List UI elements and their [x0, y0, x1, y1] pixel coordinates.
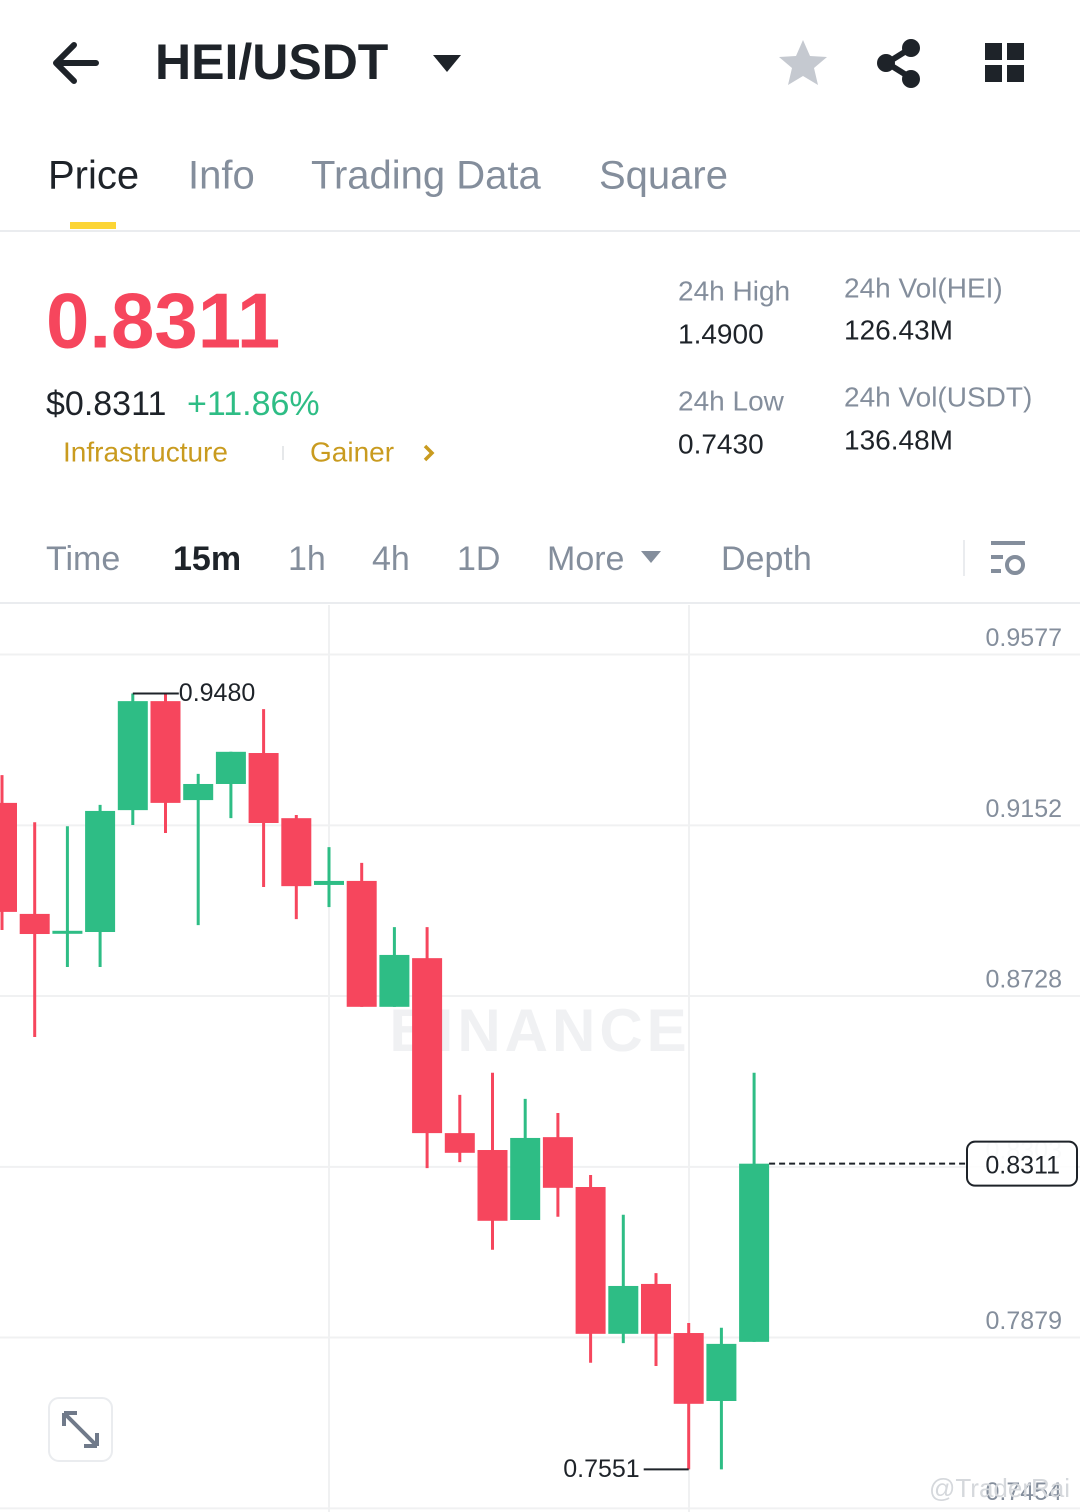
last-price-label: 0.8311	[985, 1151, 1060, 1179]
tag-arrow[interactable]	[423, 444, 435, 462]
candle-body	[673, 1333, 704, 1404]
pair-title[interactable]: HEI/USDT	[155, 34, 388, 90]
y-tick-label: 0.8728	[986, 966, 1062, 994]
candle-body	[117, 701, 148, 811]
usd-price: $0.8311	[46, 385, 166, 423]
interval[interactable]: 15m	[173, 540, 241, 578]
candle-body	[314, 880, 344, 885]
last-price: 0.8311	[46, 277, 280, 365]
candle-body	[85, 810, 116, 933]
last-price-box	[966, 1140, 1078, 1187]
candle-body	[477, 1150, 508, 1221]
candle-body	[150, 701, 181, 803]
y-tick-label: 0.7454	[986, 1478, 1063, 1506]
pair-dropdown[interactable]	[433, 55, 461, 72]
y-tick-label: 0.9577	[986, 624, 1062, 652]
stat-label: 24h Vol(HEI)	[844, 272, 1003, 303]
candle-body	[575, 1187, 606, 1334]
interval[interactable]: 1D	[457, 540, 500, 578]
candle-body	[215, 751, 246, 784]
candle-body	[444, 1133, 475, 1153]
layout-button[interactable]	[985, 43, 1024, 82]
credit: @TraderRai	[929, 1473, 1070, 1503]
tab-indicator	[70, 222, 116, 229]
y-tick-label: 0.7879	[986, 1307, 1062, 1335]
interval[interactable]: Time	[46, 540, 120, 578]
candle-body	[379, 954, 410, 1007]
fullscreen-button[interactable]	[48, 1397, 113, 1462]
share-button[interactable]	[877, 39, 920, 88]
stat-value: 0.7430	[678, 428, 764, 459]
tag[interactable]: Gainer	[310, 436, 394, 467]
candle-body	[412, 958, 443, 1134]
stat-label: 24h High	[678, 275, 790, 306]
candle-body	[248, 753, 279, 824]
candle-body	[52, 930, 83, 934]
stat-label: 24h Vol(USDT)	[844, 381, 1032, 412]
candle-body	[346, 880, 377, 1007]
candle-body	[608, 1285, 639, 1334]
stat-value: 126.43M	[844, 314, 953, 345]
candles	[0, 693, 770, 1470]
price-change: +11.86%	[187, 385, 320, 423]
stat-label: 24h Low	[678, 385, 785, 416]
candle-body	[641, 1283, 671, 1334]
candle-body	[0, 802, 17, 912]
tag[interactable]: Infrastructure	[63, 436, 228, 467]
candle-body	[542, 1137, 573, 1188]
candle-body	[183, 783, 214, 801]
overlay: 0.95770.91520.87280.83030.78790.74540.94…	[132, 624, 1078, 1506]
interval[interactable]: More	[547, 540, 624, 578]
stat-value: 136.48M	[844, 424, 953, 455]
candle-body	[281, 818, 312, 887]
annotation-label: 0.9480	[179, 679, 255, 707]
more-caret[interactable]	[641, 551, 661, 563]
candle-body	[510, 1137, 541, 1220]
grid	[0, 605, 1080, 1512]
tab[interactable]: Price	[48, 154, 139, 198]
annotation-label: 0.7551	[563, 1455, 639, 1483]
stat-value: 1.4900	[678, 318, 764, 349]
interval[interactable]: 1h	[288, 540, 326, 578]
interval[interactable]: 4h	[372, 540, 410, 578]
interval[interactable]: Depth	[721, 540, 812, 578]
tab[interactable]: Square	[599, 154, 728, 198]
back-button[interactable]	[53, 42, 99, 84]
tab[interactable]: Info	[188, 154, 255, 198]
candle-body	[19, 913, 50, 935]
favorite-star[interactable]	[779, 40, 827, 85]
candle-body	[739, 1163, 770, 1342]
chart-settings[interactable]	[991, 541, 1025, 575]
tab[interactable]: Trading Data	[311, 154, 542, 198]
candle-body	[706, 1343, 737, 1401]
y-tick-label: 0.9152	[986, 795, 1062, 823]
